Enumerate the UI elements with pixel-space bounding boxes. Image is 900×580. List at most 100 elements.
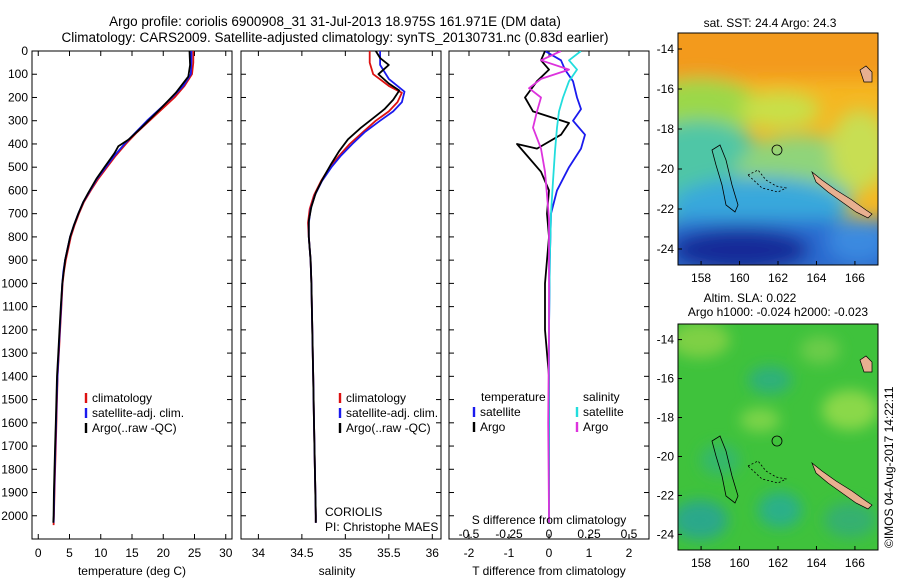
x-tick-label: 5: [66, 546, 73, 560]
difference-lines: [516, 51, 586, 523]
x-tick-label: 20: [157, 546, 171, 560]
x-tick-label: -1: [504, 546, 515, 560]
temperature-lines: [52, 51, 195, 526]
series-line-argo-raw-qc-: [52, 51, 192, 523]
x-tick-label: 30: [219, 546, 233, 560]
series-line-climatology: [52, 51, 195, 526]
series-line-satellite-adj-clim-: [52, 51, 193, 523]
s-difference-label: S difference from climatology: [472, 513, 627, 527]
sst-map-field: [678, 33, 878, 265]
map-lon-label: 162: [768, 271, 788, 285]
series-line-salinity-argo: [528, 51, 570, 523]
map-lat-label: -22: [657, 202, 675, 216]
x-tick-label: 25: [188, 546, 202, 560]
side-stamp: ©IMOS 04-Aug-2017 14:22:11: [882, 386, 896, 548]
map-lat-label: -18: [657, 411, 675, 425]
x-tick-label: 2: [626, 546, 633, 560]
depth-tick-label: 1700: [1, 439, 28, 453]
depth-tick-label: 1100: [2, 300, 28, 314]
sla-chesterfield-contour-icon: [747, 460, 788, 484]
x-tick-label: 35.5: [377, 546, 401, 560]
depth-tick-label: 700: [8, 207, 28, 221]
s-tick-label: 0: [546, 527, 553, 541]
map-lat-label: -14: [657, 42, 675, 56]
depth-tick-label: 1000: [1, 276, 28, 290]
sla-new-caledonia-land-icon: [811, 461, 873, 510]
legend-label: satellite: [480, 405, 521, 419]
difference-depth-ticks: [449, 50, 649, 517]
map-lon-label: 162: [768, 556, 788, 570]
map-lat-label: -24: [657, 242, 675, 256]
depth-tick-label: 2000: [1, 509, 28, 523]
coriolis-label: CORIOLIS: [325, 505, 382, 519]
legend-label: climatology: [92, 391, 152, 405]
map-lat-label: -18: [657, 122, 675, 136]
x-tick-label: 36: [426, 546, 440, 560]
x-tick-label: 0: [35, 546, 42, 560]
s-difference-axis: -0.5 -0.25 0 0.25 0.5: [459, 527, 638, 541]
x-tick-label: 15: [125, 546, 139, 560]
sst-map-panel: sat. SST: 24.4 Argo: 24.3 158 160 16: [657, 16, 879, 285]
map-lat-label: -16: [657, 82, 675, 96]
depth-tick-label: 1200: [1, 323, 28, 337]
salinity-lines: [307, 51, 406, 523]
legend-heading: salinity: [583, 390, 620, 404]
temperature-x-axis: 0 5 10 15 20 25 30: [35, 51, 233, 560]
s-tick-label: -0.25: [495, 527, 523, 541]
depth-tick-label: 400: [8, 137, 28, 151]
series-line-satellite-adj-clim-: [307, 51, 406, 523]
x-tick-label: 34.5: [290, 546, 314, 560]
seamount-contour-icon: [771, 144, 783, 156]
salinity-depth-ticks: [241, 50, 441, 517]
legend-label: Argo: [583, 420, 609, 434]
temperature-x-label: temperature (deg C): [78, 564, 186, 578]
x-tick-label: 35: [339, 546, 353, 560]
depth-tick-label: 1400: [1, 369, 28, 383]
legend-label: satellite-adj. clim.: [346, 406, 438, 420]
salinity-x-label: salinity: [319, 564, 356, 578]
map-lat-label: -22: [657, 488, 675, 502]
map-lon-label: 160: [730, 271, 750, 285]
figure-title-line2: Climatology: CARS2009. Satellite-adjuste…: [61, 30, 608, 45]
legend-heading: temperature: [481, 390, 546, 404]
map-lon-label: 158: [691, 556, 711, 570]
sla-map-panel: Altim. SLA: 0.022 Argo h1000: -0.024 h20…: [657, 291, 879, 570]
map-lat-label: -14: [657, 333, 675, 347]
series-line-argo: [516, 51, 570, 523]
depth-tick-label: 0: [21, 44, 28, 58]
legend-label: Argo(..raw -QC): [92, 421, 177, 435]
t-difference-axis: -2 -1 0 1 2: [464, 51, 633, 560]
depth-tick-label: 1600: [1, 416, 28, 430]
depth-tick-label: 200: [8, 90, 28, 104]
sla-map-title: Altim. SLA: 0.022: [704, 291, 797, 305]
vanuatu-land-icon: [859, 65, 873, 83]
map-lat-label: -20: [657, 162, 675, 176]
sla-reef-contour-icon: [711, 435, 739, 504]
map-lat-label: -24: [657, 527, 675, 541]
legend-label: satellite-adj. clim.: [92, 406, 184, 420]
s-tick-label: 0.5: [621, 527, 638, 541]
depth-tick-label: 800: [8, 230, 28, 244]
sla-map-field: [678, 324, 878, 550]
temperature-panel: 0100200300400500600700800900100011001200…: [1, 44, 232, 578]
legend-label: climatology: [346, 391, 406, 405]
series-line-argo-raw-qc-: [307, 51, 401, 523]
reef-contour-icon: [711, 144, 739, 213]
legend-label: Argo: [480, 420, 506, 434]
new-caledonia-land-icon: [811, 170, 873, 219]
t-difference-label: T difference from climatology: [472, 564, 626, 578]
figure-title-line1: Argo profile: coriolis 6900908_31 31-Jul…: [109, 14, 561, 29]
depth-tick-label: 1300: [1, 346, 28, 360]
map-lon-label: 164: [806, 271, 826, 285]
map-lon-label: 160: [730, 556, 750, 570]
depth-tick-label: 1500: [1, 393, 28, 407]
salinity-x-axis: 34 34.5 35 35.5 36: [252, 51, 440, 560]
depth-tick-label: 900: [8, 253, 28, 267]
salinity-panel: 34 34.5 35 35.5 36 salinity climatologysatel…: [240, 50, 442, 578]
depth-tick-label: 500: [8, 160, 28, 174]
sla-map-axes: 158 160 162 164 166 -14 -16 -18 -20 -22 -24: [657, 333, 866, 570]
legend-label: Argo(..raw -QC): [346, 421, 431, 435]
